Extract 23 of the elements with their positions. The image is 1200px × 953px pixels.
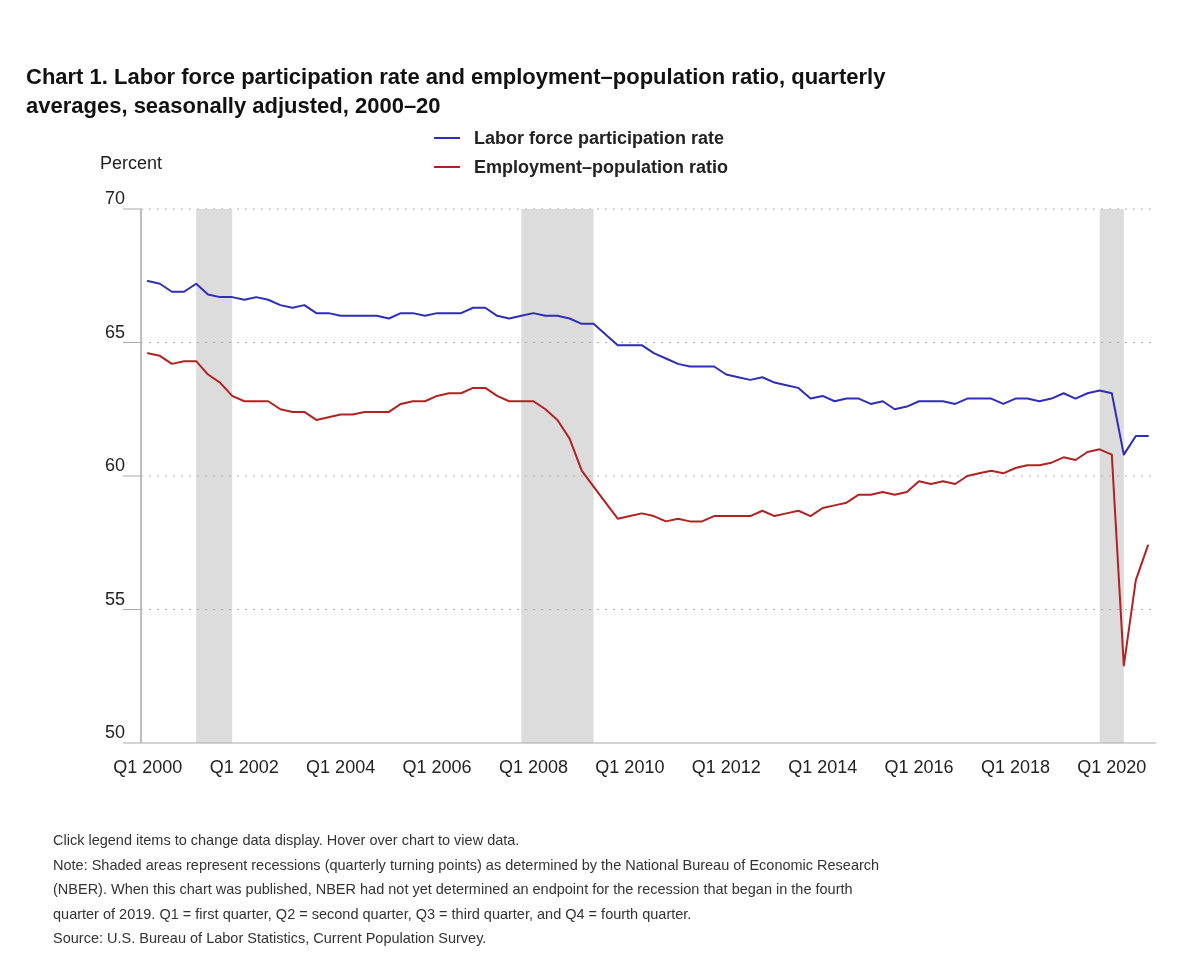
y-tick-label: 65 (104, 321, 125, 342)
x-tick-label: Q1 2002 (209, 757, 279, 777)
x-tick-label: Q1 2020 (1077, 757, 1147, 777)
x-tick-label: Q1 2008 (498, 757, 568, 777)
y-tick-label: 70 (104, 188, 125, 208)
x-tick-label: Q1 2000 (113, 757, 183, 777)
x-tick-label: Q1 2006 (402, 757, 472, 777)
text: Click legend items to change data display. Hover over chart to view data. (53, 832, 520, 848)
y-tick-label: 55 (104, 588, 125, 609)
x-tick-label: Q1 2012 (691, 757, 761, 777)
x-tick-label: Q1 2004 (306, 757, 376, 777)
x-tick-label: Q1 2010 (595, 757, 665, 777)
legend-label: Labor force participation rate (474, 128, 725, 148)
x-tick-label: Q1 2014 (788, 757, 858, 777)
x-tick-label: Q1 2016 (884, 757, 954, 777)
text: Note: Shaded areas represent recessions (quarterly turning points) as determined by the National Bureau of Economic Research (NBER). When this chart was published, NBER had not yet determined an endpoint for the recession that began in the fourth quarter of 2019. Q1 = first quarter, Q2 = second quarter, Q3 = third quarter, and Q4 = fourth quarter. (53, 856, 880, 922)
x-tick-label: Q1 2018 (980, 757, 1050, 777)
y-tick-label: 50 (104, 722, 125, 742)
y-tick-label: 60 (104, 455, 125, 475)
y-axis-title: Percent (100, 153, 163, 173)
source-note: Source: U.S. Bureau of Labor Statistics, Current Population Survey. (53, 930, 487, 946)
chart-title: Chart 1. Labor force participation rate and employment–population ratio, quarterly averages, seasonally adjusted, 2000–20 (26, 64, 887, 118)
legend-label: Employment–population ratio (474, 157, 729, 177)
